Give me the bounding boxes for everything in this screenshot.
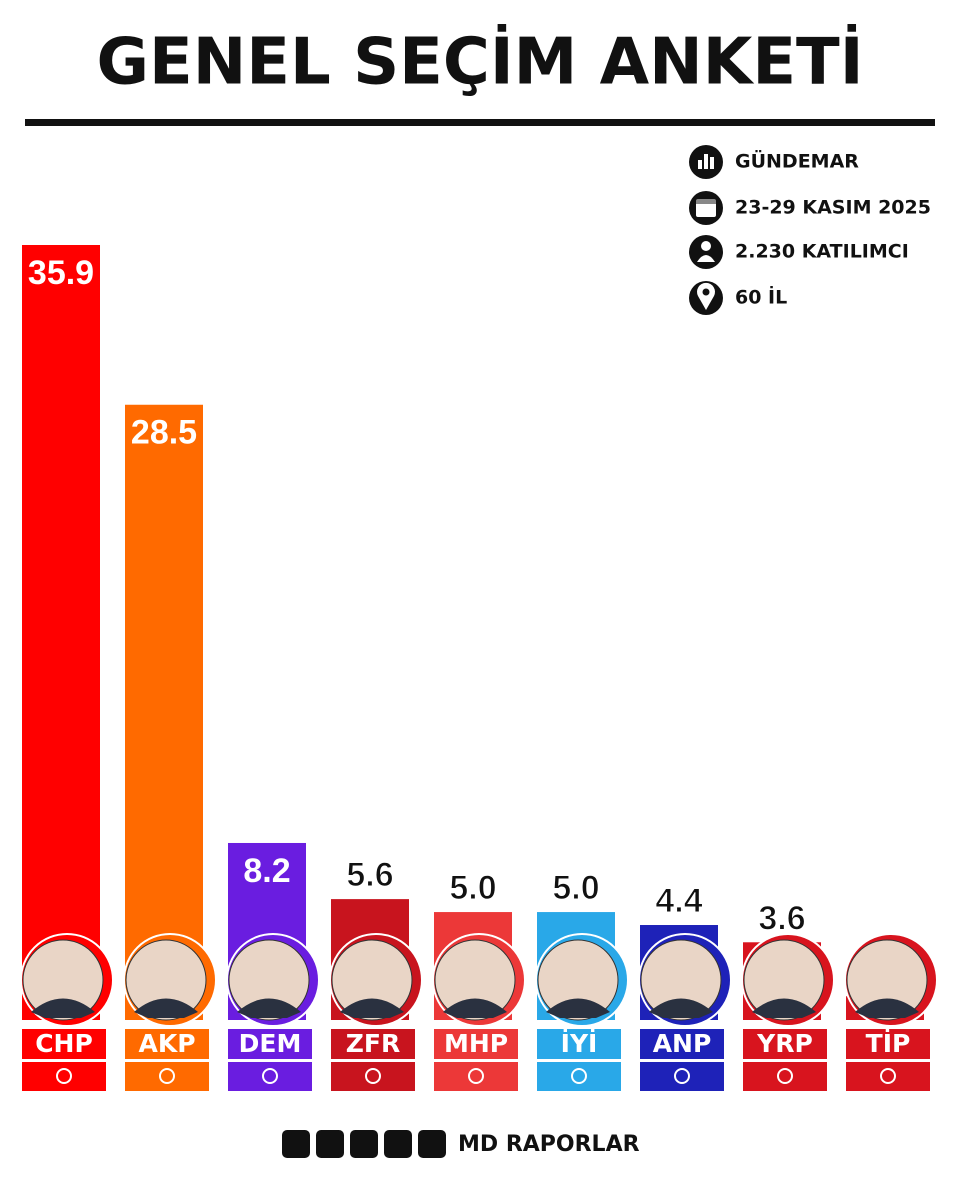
- party-logo-strip: [125, 1062, 209, 1091]
- party-logo: [777, 1068, 793, 1084]
- party-logo-strip: [228, 1062, 312, 1091]
- party-logo: [880, 1068, 896, 1084]
- icon: [698, 160, 702, 169]
- portrait-face: [125, 939, 207, 1021]
- icon: [697, 282, 715, 310]
- portrait-suit: [752, 998, 816, 1018]
- bar: [125, 404, 203, 1021]
- icon: [689, 235, 723, 269]
- x-tick-label: ZFR: [346, 1029, 400, 1058]
- party-logo-strip: [434, 1062, 518, 1091]
- portrait-suit: [134, 998, 198, 1018]
- party-label-box: [228, 1029, 312, 1059]
- party-logo: [468, 1068, 484, 1084]
- x-tick-label: AKP: [138, 1029, 195, 1058]
- value-label: 5.0: [449, 869, 496, 907]
- party-logo: [262, 1068, 278, 1084]
- portrait-suit: [443, 998, 507, 1018]
- info-text: 2.230 KATILIMCI: [735, 241, 909, 263]
- portrait-face: [743, 939, 825, 1021]
- x-tick-label: ANP: [653, 1029, 712, 1058]
- icon: [701, 241, 711, 251]
- portrait-face: [537, 939, 619, 1021]
- portrait-face: [846, 939, 928, 1021]
- party-logo-strip: [640, 1062, 724, 1091]
- party-label-box: [125, 1029, 209, 1059]
- value-label: 4.4: [655, 882, 702, 920]
- value-label: 3.6: [758, 899, 805, 937]
- portrait-suit: [546, 998, 610, 1018]
- party-label-box: [331, 1029, 415, 1059]
- party-label-box: [22, 1029, 106, 1059]
- party-label-box: [537, 1029, 621, 1059]
- x-tick-label: TİP: [866, 1028, 911, 1058]
- x-tick-label: MHP: [444, 1029, 508, 1058]
- portrait-suit: [855, 998, 919, 1018]
- portrait-face: [228, 939, 310, 1021]
- info-icons: [689, 145, 723, 315]
- x-tick-label: DEM: [239, 1029, 302, 1058]
- icon: [384, 1130, 412, 1158]
- party-logo: [674, 1068, 690, 1084]
- title-rule: [25, 119, 935, 126]
- portrait-suit: [237, 998, 301, 1018]
- chart-title: GENEL SEÇİM ANKETİ: [96, 24, 863, 100]
- party-logo-strip: [743, 1062, 827, 1091]
- party-logo-strip: [22, 1062, 106, 1091]
- party-logo-strip: [846, 1062, 930, 1091]
- party-label-box: [434, 1029, 518, 1059]
- icon: [702, 288, 710, 296]
- info-text: 60 İL: [735, 285, 787, 309]
- icon: [696, 199, 716, 204]
- value-label: 35.9: [28, 254, 94, 292]
- icon: [704, 154, 708, 169]
- portrait-suit: [31, 998, 95, 1018]
- value-label: 5.6: [346, 856, 393, 894]
- party-label-box: [743, 1029, 827, 1059]
- footer-brand: MD RAPORLAR: [458, 1132, 640, 1157]
- icon: [697, 255, 715, 262]
- value-label: 8.2: [243, 852, 290, 890]
- value-label: 28.5: [131, 414, 197, 452]
- footer-icons: [282, 1130, 446, 1158]
- portrait-face: [434, 939, 516, 1021]
- info-text: 23-29 KASIM 2025: [735, 197, 931, 219]
- bar: [22, 245, 100, 1020]
- party-logo: [365, 1068, 381, 1084]
- party-logo-strip: [537, 1062, 621, 1091]
- portrait-face: [22, 939, 104, 1021]
- info-text: GÜNDEMAR: [735, 149, 859, 173]
- party-logo: [571, 1068, 587, 1084]
- party-logo: [159, 1068, 175, 1084]
- party-label-box: [640, 1029, 724, 1059]
- portrait-face: [331, 939, 413, 1021]
- x-tick-label: İYİ: [561, 1028, 598, 1058]
- portrait-face: [640, 939, 722, 1021]
- x-tick-label: CHP: [35, 1029, 93, 1058]
- portrait-suit: [340, 998, 404, 1018]
- icon: [316, 1130, 344, 1158]
- icon: [710, 157, 714, 169]
- icon: [282, 1130, 310, 1158]
- portrait-suit: [649, 998, 713, 1018]
- x-tick-label: YRP: [756, 1029, 813, 1058]
- icon: [418, 1130, 446, 1158]
- value-label: 5.0: [552, 869, 599, 907]
- party-logo-strip: [331, 1062, 415, 1091]
- party-logo: [56, 1068, 72, 1084]
- party-label-box: [846, 1029, 930, 1059]
- icon: [350, 1130, 378, 1158]
